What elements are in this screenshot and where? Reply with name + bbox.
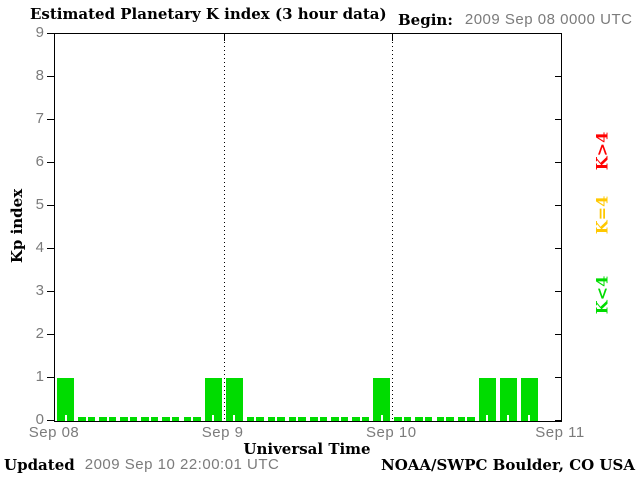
kp-bar	[373, 378, 391, 421]
right-y-tick	[555, 76, 561, 77]
y-tick-label: 1	[35, 368, 44, 385]
bar-tick-notch	[380, 415, 383, 421]
kp-bar	[99, 415, 117, 421]
kp-bar	[225, 378, 243, 421]
kp-bar	[78, 415, 96, 421]
y-tick-label: 2	[35, 325, 44, 342]
bar-tick-notch	[64, 415, 67, 421]
bar-tick-notch	[359, 415, 362, 421]
x-axis-label: Universal Time	[243, 440, 371, 458]
updated-value: 2009 Sep 10 22:00:01 UTC	[84, 456, 280, 473]
kp-bar	[162, 415, 180, 421]
chart-title: Estimated Planetary K index (3 hour data…	[30, 5, 387, 23]
legend-item-k-eq-4: K=4	[592, 195, 612, 235]
day-gridline	[223, 34, 225, 421]
plot-area	[47, 33, 562, 422]
right-y-tick	[555, 334, 561, 335]
kp-bar	[57, 378, 75, 421]
kp-bar	[183, 415, 201, 421]
bar-tick-notch	[275, 415, 278, 421]
left-y-tick	[47, 119, 54, 120]
kp-bar	[520, 378, 538, 421]
y-tick-label: 8	[35, 67, 44, 84]
updated-label: Updated	[4, 456, 75, 474]
left-y-tick	[47, 291, 54, 292]
kp-bar	[141, 415, 159, 421]
bar-tick-notch	[169, 415, 172, 421]
x-day-label: Sep 9	[201, 424, 244, 441]
begin-line: Begin: 2009 Sep 08 0000 UTC	[398, 11, 632, 29]
kp-bar	[331, 415, 349, 421]
bar-tick-notch	[507, 415, 510, 421]
kp-bar	[288, 415, 306, 421]
bar-tick-notch	[85, 415, 88, 421]
bar-tick-notch	[191, 415, 194, 421]
right-y-tick	[555, 248, 561, 249]
left-y-tick	[47, 33, 54, 34]
left-y-tick	[47, 420, 54, 421]
y-tick-label: 9	[35, 24, 44, 41]
left-y-tick	[47, 377, 54, 378]
credit-text: NOAA/SWPC Boulder, CO USA	[380, 456, 635, 474]
legend-item-k-lt-4: K<4	[592, 275, 612, 315]
bar-tick-notch	[106, 415, 109, 421]
y-tick-label: 7	[35, 110, 44, 127]
legend-item-k-gt-4: K>4	[592, 131, 612, 171]
y-tick-label: 5	[35, 196, 44, 213]
kp-bar	[436, 415, 454, 421]
bar-tick-notch	[528, 415, 531, 421]
left-y-tick	[47, 205, 54, 206]
bar-tick-notch	[401, 415, 404, 421]
kp-bar	[204, 378, 222, 421]
kp-bar	[499, 378, 517, 421]
right-y-tick	[555, 420, 561, 421]
begin-label: Begin:	[398, 11, 453, 29]
top-day-tick	[392, 34, 394, 41]
kp-bar	[310, 415, 328, 421]
day-gridline	[392, 34, 394, 421]
left-y-tick	[47, 162, 54, 163]
y-tick-label: 3	[35, 282, 44, 299]
y-tick-label: 6	[35, 153, 44, 170]
right-y-tick	[555, 162, 561, 163]
bar-tick-notch	[486, 415, 489, 421]
bar-tick-notch	[296, 415, 299, 421]
kp-bar	[478, 378, 496, 421]
left-y-tick	[47, 334, 54, 335]
x-day-label: Sep 11	[535, 424, 585, 441]
right-y-tick	[555, 291, 561, 292]
bar-tick-notch	[422, 415, 425, 421]
right-y-tick	[555, 205, 561, 206]
begin-value: 2009 Sep 08 0000 UTC	[464, 11, 633, 28]
kp-bar	[415, 415, 433, 421]
bar-tick-notch	[465, 415, 468, 421]
kp-bar	[246, 415, 264, 421]
right-y-tick	[555, 377, 561, 378]
left-y-tick	[47, 248, 54, 249]
bar-tick-notch	[338, 415, 341, 421]
kp-bar	[267, 415, 285, 421]
kp-bar	[394, 415, 412, 421]
bar-tick-notch	[127, 415, 130, 421]
bar-tick-notch	[212, 415, 215, 421]
bar-tick-notch	[317, 415, 320, 421]
x-day-label: Sep 10	[366, 424, 417, 441]
right-y-tick	[555, 119, 561, 120]
updated-line: Updated 2009 Sep 10 22:00:01 UTC	[4, 456, 279, 474]
bar-tick-notch	[254, 415, 257, 421]
right-y-tick	[555, 33, 561, 34]
y-tick-label: 0	[35, 411, 44, 428]
kp-bar	[120, 415, 138, 421]
x-day-label: Sep 08	[28, 424, 80, 441]
bar-tick-notch	[444, 415, 447, 421]
bar-tick-notch	[148, 415, 151, 421]
top-day-tick	[223, 34, 225, 41]
y-tick-label: 4	[35, 239, 44, 256]
kp-bar	[352, 415, 370, 421]
bar-tick-notch	[233, 415, 236, 421]
left-y-tick	[47, 76, 54, 77]
kp-bar	[457, 415, 475, 421]
